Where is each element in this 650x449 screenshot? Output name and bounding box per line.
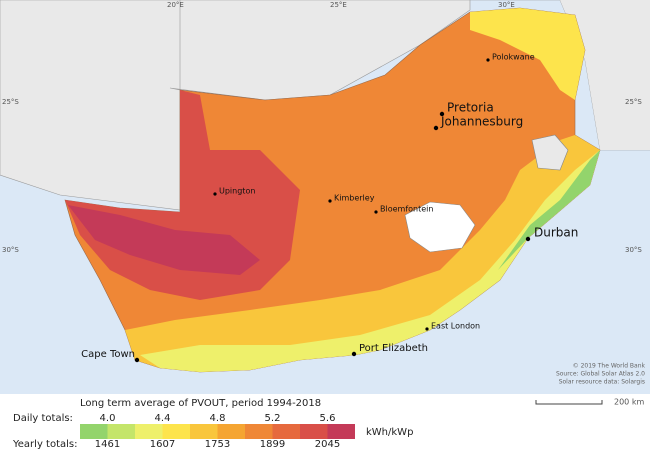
yearly-label: Yearly totals:: [12, 439, 78, 449]
north-zone: [470, 8, 585, 100]
city-dot: [134, 357, 140, 363]
city-label: Johannesburg: [440, 115, 523, 129]
legend-swatch: [217, 424, 245, 439]
city-dot: [433, 125, 439, 131]
legend-swatch: [327, 424, 355, 439]
coastal-zone: [498, 150, 600, 270]
coord-label: 30°S: [2, 246, 19, 254]
city-label: East London: [431, 322, 480, 331]
credits: © 2019 The World Bank Source: Global Sol…: [556, 363, 646, 386]
city-dot: [425, 327, 429, 331]
coord-label: 25°E: [330, 1, 347, 9]
legend-swatch: [135, 424, 163, 439]
yearly-value: 1899: [260, 439, 285, 449]
daily-value: 4.0: [100, 413, 116, 424]
legend-bar: 4.0 1461 4.4 1607 4.8 1753 5.2 1899 5.6 2045: [80, 413, 355, 449]
coord-label: 25°S: [2, 98, 19, 106]
city-dot: [374, 210, 378, 214]
city-label: Upington: [219, 187, 255, 196]
city-dot: [213, 192, 217, 196]
yearly-value: 1607: [150, 439, 175, 449]
scale-label: 200 km: [614, 398, 644, 407]
city-dot: [439, 111, 445, 117]
daily-value: 5.2: [265, 413, 281, 424]
coord-label: 30°E: [498, 1, 515, 9]
legend-swatch: [272, 424, 300, 439]
lesotho: [404, 201, 476, 253]
city-label: Kimberley: [334, 194, 375, 203]
city-dot: [351, 351, 357, 357]
legend-title: Long term average of PVOUT, period 1994-…: [80, 398, 321, 409]
city-label: Durban: [534, 226, 578, 240]
coordinate-labels: 20°E 25°E 30°E 25°S 25°S 30°S 30°S: [2, 1, 642, 254]
city-label: Pretoria: [447, 101, 494, 115]
city-dot: [486, 58, 490, 62]
yearly-value: 2045: [315, 439, 340, 449]
legend-swatch: [162, 424, 190, 439]
coord-label: 20°E: [167, 1, 184, 9]
daily-label: Daily totals:: [13, 413, 73, 424]
daily-value: 4.8: [210, 413, 226, 424]
city-label: Port Elizabeth: [359, 343, 428, 354]
credit: Source: Global Solar Atlas 2.0: [556, 371, 645, 378]
eswatini: [531, 134, 569, 171]
city-label: Bloemfontein: [380, 205, 433, 214]
city-dot: [525, 236, 531, 242]
low-zone: [140, 150, 600, 372]
coord-label: 30°S: [625, 246, 642, 254]
legend-swatch: [190, 424, 218, 439]
moderate-zone: [125, 135, 600, 372]
peak-zone: [68, 205, 260, 275]
city-label: Polokwane: [492, 53, 535, 62]
mozambique: [470, 0, 650, 150]
legend-swatch: [245, 424, 273, 439]
daily-value: 5.6: [320, 413, 336, 424]
legend: Long term average of PVOUT, period 1994-…: [12, 398, 413, 449]
credit: © 2019 The World Bank: [573, 363, 646, 370]
city-label: Cape Town: [81, 349, 135, 360]
yearly-value: 1461: [95, 439, 120, 449]
legend-swatch: [80, 424, 108, 439]
city-dot: [328, 199, 332, 203]
yearly-value: 1753: [205, 439, 230, 449]
daily-value: 4.4: [155, 413, 171, 424]
unit-label: kWh/kWp: [366, 427, 413, 438]
credit: Solar resource data: Solargis: [559, 379, 645, 386]
coord-label: 25°S: [625, 98, 642, 106]
scale-bar: [535, 400, 603, 405]
legend-swatch: [107, 424, 135, 439]
legend-swatch: [300, 424, 328, 439]
